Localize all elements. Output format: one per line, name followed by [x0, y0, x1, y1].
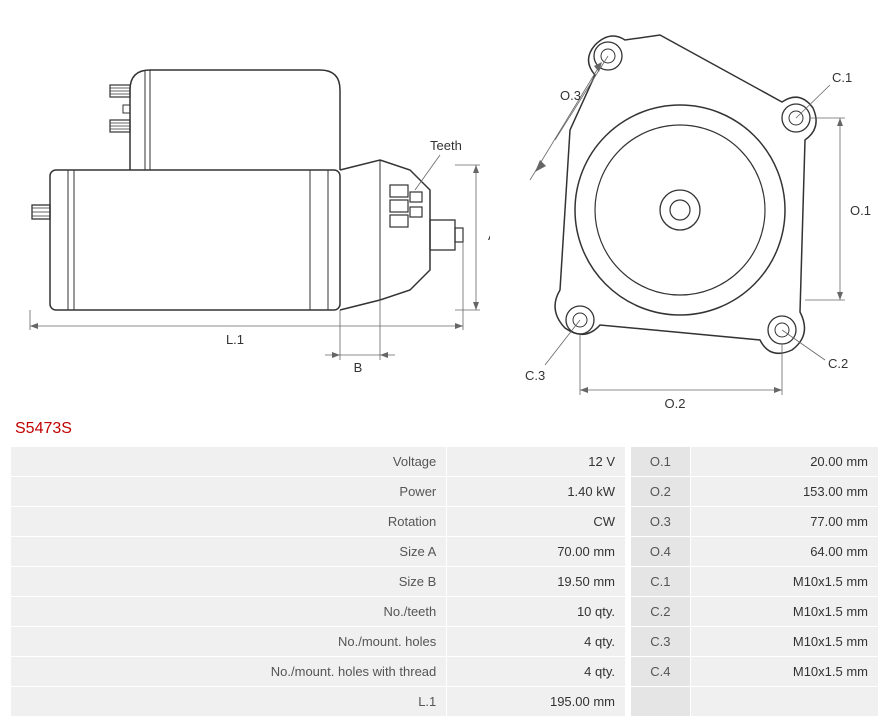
spec-label: Size B — [11, 567, 447, 597]
spec-label: No./teeth — [11, 597, 447, 627]
spec-row: C.1M10x1.5 mm — [631, 567, 879, 597]
spec-row: C.4M10x1.5 mm — [631, 657, 879, 687]
spec-value: 4 qty. — [447, 657, 626, 687]
side-view-diagram: L.1 A B Teeth — [10, 10, 490, 390]
spec-row: C.2M10x1.5 mm — [631, 597, 879, 627]
spec-label: L.1 — [11, 687, 447, 717]
spec-label: Power — [11, 477, 447, 507]
spec-label: O.3 — [631, 507, 691, 537]
callout-C2: C.2 — [828, 356, 848, 371]
spec-value: 12 V — [447, 447, 626, 477]
spec-row: Power1.40 kW — [11, 477, 626, 507]
dim-O3-label: O.3 — [560, 88, 581, 103]
spec-value: 77.00 mm — [690, 507, 878, 537]
spec-label: No./mount. holes — [11, 627, 447, 657]
spec-row: O.464.00 mm — [631, 537, 879, 567]
spec-value: M10x1.5 mm — [690, 597, 878, 627]
spec-value: M10x1.5 mm — [690, 657, 878, 687]
spec-row: O.377.00 mm — [631, 507, 879, 537]
spec-value: 64.00 mm — [690, 537, 878, 567]
spec-tables: Voltage12 VPower1.40 kWRotationCWSize A7… — [10, 446, 879, 717]
spec-row: O.120.00 mm — [631, 447, 879, 477]
spec-row: Voltage12 V — [11, 447, 626, 477]
spec-value: 4 qty. — [447, 627, 626, 657]
callout-C3: C.3 — [525, 368, 545, 383]
spec-label: O.4 — [631, 537, 691, 567]
spec-label: C.4 — [631, 657, 691, 687]
callout-C1: C.1 — [832, 70, 852, 85]
front-view-diagram: O.3 O.1 O.2 C.1 C.2 C.3 — [510, 10, 880, 410]
spec-label: C.2 — [631, 597, 691, 627]
diagrams-container: L.1 A B Teeth — [10, 10, 879, 410]
spec-row: Size B19.50 mm — [11, 567, 626, 597]
spec-row: No./teeth10 qty. — [11, 597, 626, 627]
dim-L1-label: L.1 — [226, 332, 244, 347]
spec-row: Size A70.00 mm — [11, 537, 626, 567]
spec-value: 153.00 mm — [690, 477, 878, 507]
spec-value: 70.00 mm — [447, 537, 626, 567]
dim-B-label: B — [354, 360, 363, 375]
spec-label: Voltage — [11, 447, 447, 477]
spec-table-left: Voltage12 VPower1.40 kWRotationCWSize A7… — [10, 446, 626, 717]
spec-value — [690, 687, 878, 717]
spec-row: No./mount. holes with thread4 qty. — [11, 657, 626, 687]
dim-O1-label: O.1 — [850, 203, 871, 218]
spec-row — [631, 687, 879, 717]
spec-value: 19.50 mm — [447, 567, 626, 597]
spec-label: O.2 — [631, 477, 691, 507]
spec-row: O.2153.00 mm — [631, 477, 879, 507]
teeth-label: Teeth — [430, 138, 462, 153]
dim-A-label: A — [488, 228, 490, 243]
spec-value: 10 qty. — [447, 597, 626, 627]
spec-value: 195.00 mm — [447, 687, 626, 717]
spec-row: No./mount. holes4 qty. — [11, 627, 626, 657]
spec-value: 20.00 mm — [690, 447, 878, 477]
product-id: S5473S — [15, 420, 879, 438]
spec-table-right: O.120.00 mmO.2153.00 mmO.377.00 mmO.464.… — [630, 446, 879, 717]
spec-value: M10x1.5 mm — [690, 627, 878, 657]
spec-label: No./mount. holes with thread — [11, 657, 447, 687]
spec-label: Size A — [11, 537, 447, 567]
spec-row: L.1195.00 mm — [11, 687, 626, 717]
spec-value: M10x1.5 mm — [690, 567, 878, 597]
spec-label: C.3 — [631, 627, 691, 657]
spec-label — [631, 687, 691, 717]
spec-row: C.3M10x1.5 mm — [631, 627, 879, 657]
dim-O2-label: O.2 — [665, 396, 686, 410]
spec-label: O.1 — [631, 447, 691, 477]
spec-row: RotationCW — [11, 507, 626, 537]
spec-value: 1.40 kW — [447, 477, 626, 507]
spec-label: Rotation — [11, 507, 447, 537]
spec-value: CW — [447, 507, 626, 537]
spec-label: C.1 — [631, 567, 691, 597]
